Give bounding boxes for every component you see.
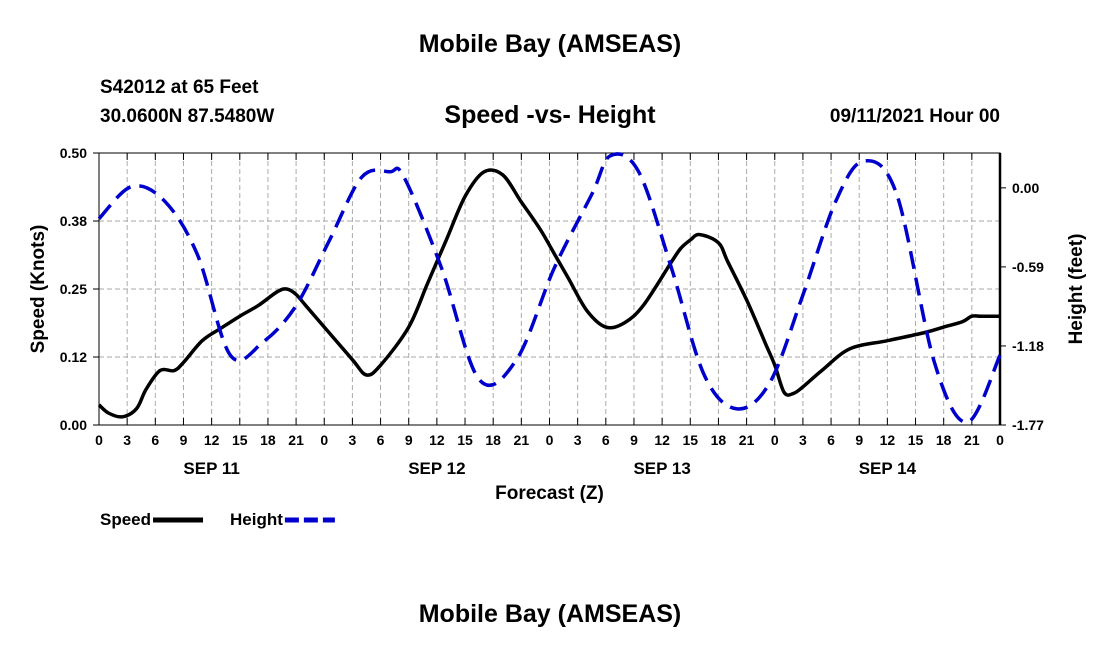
- x-tick-label: 9: [855, 432, 863, 448]
- x-tick-label: 15: [232, 432, 248, 448]
- legend-label: Height: [230, 510, 283, 529]
- x-tick-label: 15: [457, 432, 473, 448]
- station-label: S42012 at 65 Feet: [100, 77, 259, 98]
- x-tick-label: 12: [654, 432, 670, 448]
- y-tick-label: 0.25: [60, 281, 87, 297]
- y2-tick-label: -0.59: [1012, 259, 1044, 275]
- x-tick-label: 6: [602, 432, 610, 448]
- y2-tick-label: -1.77: [1012, 417, 1044, 433]
- series-line-height: [97, 152, 1002, 425]
- date-label: SEP 11: [183, 459, 239, 478]
- x-tick-label: 0: [320, 432, 328, 448]
- y-tick-label: 0.50: [60, 145, 87, 161]
- y-tick-label: 0.12: [60, 349, 87, 365]
- x-tick-label: 18: [485, 432, 501, 448]
- x-tick-label: 18: [260, 432, 276, 448]
- x-tick-label: 21: [739, 432, 755, 448]
- x-tick-label: 15: [908, 432, 924, 448]
- x-tick-label: 15: [682, 432, 698, 448]
- y2-tick-label: 0.00: [1012, 180, 1039, 196]
- x-tick-label: 3: [574, 432, 582, 448]
- x-tick-label: 9: [630, 432, 638, 448]
- legend-label: Speed: [100, 510, 151, 529]
- x-tick-label: 6: [151, 432, 159, 448]
- x-tick-label: 0: [771, 432, 779, 448]
- x-tick-label: 12: [429, 432, 445, 448]
- x-tick-label: 9: [405, 432, 413, 448]
- x-tick-label: 0: [546, 432, 554, 448]
- x-tick-label: 21: [514, 432, 530, 448]
- date-label: SEP 13: [633, 459, 690, 478]
- y-axis-label: Speed (Knots): [28, 225, 49, 354]
- x-tick-label: 3: [123, 432, 131, 448]
- x-tick-label: 6: [377, 432, 385, 448]
- x-tick-label: 6: [827, 432, 835, 448]
- y2-tick-label: -1.18: [1012, 338, 1044, 354]
- x-tick-label: 0: [996, 432, 1004, 448]
- date-label: SEP 12: [408, 459, 465, 478]
- x-tick-label: 12: [204, 432, 220, 448]
- x-tick-label: 12: [880, 432, 896, 448]
- chart-title: Speed -vs- Height: [444, 101, 656, 129]
- x-tick-label: 0: [95, 432, 103, 448]
- y-tick-label: 0.38: [60, 213, 87, 229]
- y2-axis-label: Height (feet): [1066, 234, 1087, 345]
- date-label: SEP 14: [859, 459, 917, 478]
- page-title-top: Mobile Bay (AMSEAS): [418, 30, 682, 58]
- x-tick-label: 18: [711, 432, 727, 448]
- x-tick-label: 21: [288, 432, 304, 448]
- y-tick-label: 0.00: [60, 417, 87, 433]
- x-tick-label: 3: [799, 432, 807, 448]
- x-tick-label: 18: [936, 432, 952, 448]
- x-tick-label: 9: [180, 432, 188, 448]
- coordinates-label: 30.0600N 87.5480W: [100, 106, 275, 127]
- datetime-label: 09/11/2021 Hour 00: [829, 106, 1000, 127]
- x-tick-label: 3: [349, 432, 357, 448]
- page-title-bottom: Mobile Bay (AMSEAS): [418, 600, 682, 628]
- x-axis-label: Forecast (Z): [495, 483, 604, 504]
- x-tick-label: 21: [964, 432, 980, 448]
